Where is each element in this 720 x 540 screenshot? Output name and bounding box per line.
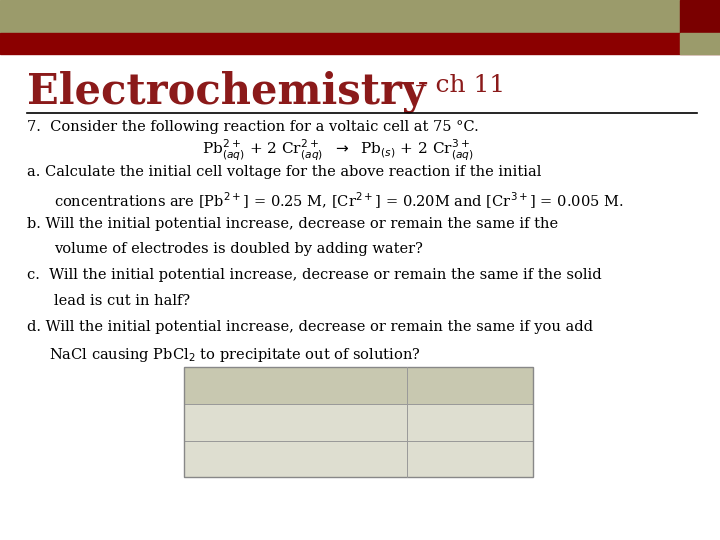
Text: a. Calculate the initial cell voltage for the above reaction if the initial: a. Calculate the initial cell voltage fo…	[27, 165, 541, 179]
Text: E$^\circ_{\rm red}$ (V): E$^\circ_{\rm red}$ (V)	[444, 377, 495, 394]
Text: NaCl causing PbCl$_2$ to precipitate out of solution?: NaCl causing PbCl$_2$ to precipitate out…	[49, 346, 420, 364]
Text: −0.13: −0.13	[449, 416, 490, 429]
Text: lead is cut in half?: lead is cut in half?	[54, 294, 190, 308]
Text: Half-Reaction: Half-Reaction	[249, 379, 341, 392]
Text: concentrations are [Pb$^{2+}$] = 0.25 M, [Cr$^{2+}$] = 0.20M and [Cr$^{3+}$] = 0: concentrations are [Pb$^{2+}$] = 0.25 M,…	[54, 191, 624, 211]
Text: – ch 11: – ch 11	[407, 74, 505, 97]
Text: −0.50: −0.50	[449, 453, 490, 465]
Text: volume of electrodes is doubled by adding water?: volume of electrodes is doubled by addin…	[54, 242, 423, 256]
Text: b. Will the initial potential increase, decrease or remain the same if the: b. Will the initial potential increase, …	[27, 217, 559, 231]
Text: Pb$^{2+}$ + 2e$^{-}$ → Pb: Pb$^{2+}$ + 2e$^{-}$ → Pb	[194, 414, 312, 430]
Text: c.  Will the initial potential increase, decrease or remain the same if the soli: c. Will the initial potential increase, …	[27, 268, 602, 282]
Text: 7.  Consider the following reaction for a voltaic cell at 75 °C.: 7. Consider the following reaction for a…	[27, 120, 479, 134]
Text: Cr$^{3+}$ + e$^{-}$ → Cr$^{2+}$: Cr$^{3+}$ + e$^{-}$ → Cr$^{2+}$	[194, 451, 317, 467]
Text: Pb$^{2+}_{(aq)}$ + 2 Cr$^{2+}_{(aq)}$  $\rightarrow$  Pb$_{(s)}$ + 2 Cr$^{3+}_{(: Pb$^{2+}_{(aq)}$ + 2 Cr$^{2+}_{(aq)}$ $\…	[202, 138, 474, 163]
Text: Electrochemistry: Electrochemistry	[27, 70, 427, 113]
Text: d. Will the initial potential increase, decrease or remain the same if you add: d. Will the initial potential increase, …	[27, 320, 593, 334]
